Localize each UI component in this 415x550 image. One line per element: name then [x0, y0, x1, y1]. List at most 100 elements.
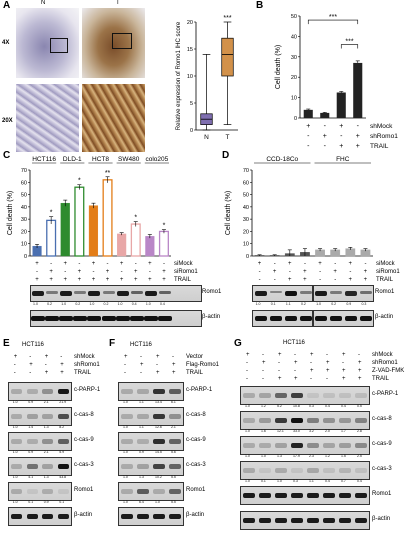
bar [74, 186, 85, 257]
quant-value: 0.1 [28, 500, 34, 504]
quant-value: 1.0 [89, 302, 95, 306]
band [307, 468, 319, 473]
band [243, 468, 255, 473]
quant-value: 1.0 [155, 500, 160, 504]
quant-value: 13.4 [155, 400, 162, 404]
quant-value: 0.4 [325, 479, 330, 483]
blot-label-romo1: Romo1 [202, 289, 222, 295]
quant-value: 2.0 [325, 429, 330, 433]
quant-value: 0.1 [59, 500, 65, 504]
bar [46, 219, 57, 257]
treatment-sign: - [78, 261, 80, 267]
panel-c-romo1-blot [30, 285, 202, 302]
treatment-sign: - [304, 261, 306, 267]
quant-value: 0.4 [131, 302, 137, 306]
band [26, 389, 38, 394]
y-axis-label: Relative expression of Romo1 IHC score [176, 21, 182, 130]
romo1-band [102, 291, 115, 294]
blot-c-cas-9 [118, 432, 184, 451]
treatment-sign: - [326, 352, 328, 358]
treatment-sign: - [310, 376, 312, 382]
significance-star: *** [345, 39, 353, 46]
treatment-sign: + [106, 277, 110, 283]
cell-line-label: FHC [336, 156, 350, 163]
treatment-sign: - [64, 269, 66, 275]
treatment-sign: + [140, 362, 144, 368]
treatment-sign: + [349, 261, 353, 267]
band [323, 393, 335, 398]
quant-value: 10.2 [155, 475, 162, 479]
quant-value: 1.0 [61, 302, 67, 306]
y-axis-label: Cell death (%) [225, 191, 232, 235]
band [291, 418, 303, 423]
treatment-sign: + [342, 352, 346, 358]
band [121, 389, 133, 394]
treatment-sign: + [106, 269, 110, 275]
row-label-20x: 20X [2, 118, 13, 124]
col-label-n: N [41, 0, 46, 6]
actin-band [299, 316, 312, 321]
band [275, 493, 287, 498]
blot-label-romo1: Romo1 [375, 289, 395, 295]
actin-band [345, 316, 358, 321]
panel-d-romo1-blot-right [313, 285, 374, 302]
treatment-sign: - [149, 269, 151, 275]
quant-value: 0.9 [28, 400, 34, 404]
significance-star: * [134, 215, 137, 222]
band [169, 489, 181, 494]
band [307, 493, 319, 498]
romo1-band [345, 291, 358, 296]
band [42, 514, 54, 519]
romo1-band [299, 291, 312, 294]
y-tick-label: 10 [187, 74, 193, 80]
quant-value: 6.4 [139, 500, 144, 504]
quant-value: 1.0 [12, 400, 18, 404]
band [26, 439, 38, 444]
treatment-label: shRomo1 [74, 362, 100, 368]
band [243, 393, 255, 398]
band [153, 389, 165, 394]
treatment-sign: - [307, 143, 310, 150]
band [307, 418, 319, 423]
treatment-sign: + [318, 261, 322, 267]
treatment-sign: + [273, 269, 277, 275]
band [11, 389, 23, 394]
band [323, 418, 335, 423]
blot-c-cas-8 [8, 407, 72, 426]
romo1-band [315, 291, 328, 296]
y-tick-label: 5 [190, 101, 193, 107]
quant-value: 1.0 [12, 450, 18, 454]
quant-value: 12.6 [155, 425, 162, 429]
actin-band [59, 316, 74, 321]
y-tick-label: 10 [291, 96, 297, 102]
y-tick-label: 50 [243, 193, 249, 199]
actin-band [45, 316, 60, 321]
quant-value: 2.1 [43, 400, 49, 404]
quant-value: 0.4 [341, 404, 346, 408]
band [42, 439, 54, 444]
band [137, 489, 149, 494]
quant-value: 0.2 [75, 302, 81, 306]
panel-f-label: F [109, 338, 116, 349]
quant-value: 0.1 [270, 302, 276, 306]
y-tick-label: 20 [21, 229, 27, 235]
treatment-sign: + [358, 360, 362, 366]
treatment-label: shMock [370, 123, 393, 130]
treatment-label: TRAIL [376, 277, 394, 283]
treatment-sign: - [342, 360, 344, 366]
treatment-sign: + [44, 354, 49, 360]
significance-star: *** [223, 15, 231, 22]
quant-value: 12.1 [277, 429, 284, 433]
treatment-label: TRAIL [370, 143, 389, 150]
band [42, 489, 54, 494]
treatment-sign: + [364, 269, 368, 275]
ihc-tumor-4x-image [82, 8, 145, 78]
blot-row-label: c-cas-8 [186, 411, 206, 418]
romo1-band [46, 291, 59, 294]
treatment-sign: + [49, 269, 53, 275]
treatment-sign: + [78, 269, 82, 275]
quant-value: 1.6 [261, 429, 266, 433]
treatment-sign: + [148, 261, 152, 267]
treatment-label: siMock [376, 261, 396, 267]
band [339, 443, 351, 448]
